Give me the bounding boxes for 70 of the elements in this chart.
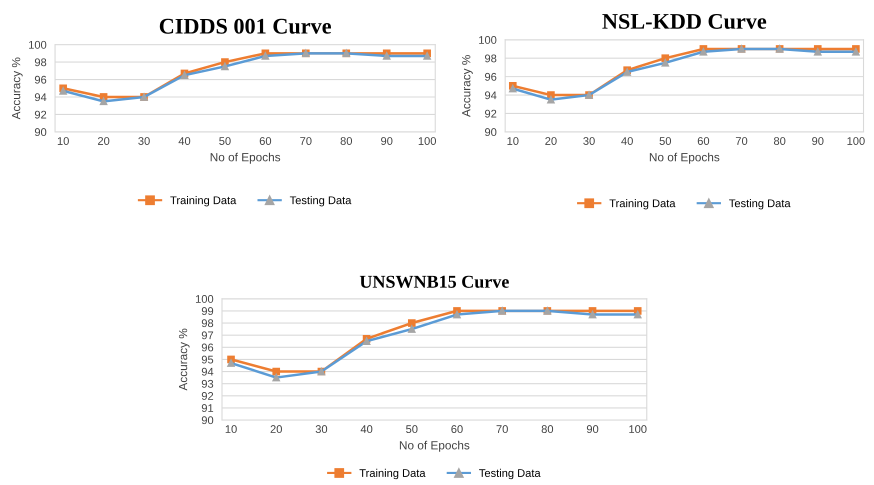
- point: [272, 368, 280, 376]
- y-axis-title: Accuracy %: [462, 55, 473, 117]
- x-tick-label: 70: [736, 137, 748, 145]
- x-tick-label: 70: [300, 137, 312, 145]
- y-tick-label: 94: [34, 93, 46, 102]
- x-tick-label: 60: [260, 137, 272, 145]
- y-tick-label: 94: [202, 368, 214, 376]
- chart-title: NSL-KDD Curve: [602, 14, 766, 29]
- x-tick-label: 80: [340, 137, 352, 145]
- x-tick-label: 20: [545, 137, 557, 145]
- x-tick-label: 60: [451, 425, 463, 434]
- legend-label: Testing Data: [729, 199, 791, 210]
- x-tick-label: 100: [847, 137, 865, 145]
- y-tick-label: 96: [485, 72, 496, 81]
- x-tick-label: 50: [406, 425, 418, 434]
- y-tick-label: 98: [202, 319, 214, 328]
- x-axis-title: No of Epochs: [210, 152, 280, 164]
- x-tick-label: 50: [660, 137, 672, 145]
- y-tick-label: 98: [34, 58, 46, 66]
- x-tick-label: 60: [698, 137, 710, 145]
- x-tick-label: 10: [507, 137, 519, 145]
- chart-title: UNSWNB15 Curve: [360, 276, 509, 288]
- legend-label: Testing Data: [290, 196, 352, 206]
- x-tick-label: 10: [226, 425, 237, 434]
- x-tick-label: 80: [774, 137, 786, 145]
- y-tick-label: 95: [202, 356, 214, 364]
- x-tick-label: 40: [360, 425, 372, 434]
- y-tick-label: 93: [202, 380, 214, 388]
- x-tick-label: 30: [583, 137, 595, 145]
- legend-label: Testing Data: [479, 468, 541, 480]
- y-tick-label: 100: [29, 40, 46, 49]
- x-axis-title: No of Epochs: [400, 440, 470, 452]
- y-tick-label: 98: [485, 54, 496, 62]
- legend-label: Training Data: [170, 196, 236, 206]
- y-tick-label: 92: [34, 110, 46, 119]
- y-tick-label: 90: [34, 128, 46, 136]
- y-tick-label: 90: [202, 416, 214, 424]
- x-tick-label: 100: [629, 425, 647, 434]
- x-tick-label: 30: [316, 425, 328, 434]
- y-tick-label: 94: [485, 91, 497, 100]
- legend-label: Training Data: [360, 468, 426, 480]
- y-tick-label: 100: [196, 295, 214, 303]
- legend-label: Training Data: [609, 199, 676, 210]
- x-tick-label: 90: [586, 425, 598, 434]
- x-tick-label: 20: [98, 137, 110, 145]
- y-tick-label: 91: [202, 404, 214, 412]
- y-tick-label: 99: [202, 307, 214, 316]
- y-tick-label: 92: [202, 392, 214, 400]
- y-tick-label: 96: [34, 76, 46, 84]
- point: [408, 319, 416, 327]
- x-tick-label: 40: [178, 137, 190, 145]
- y-axis-title: Accuracy %: [12, 58, 23, 120]
- x-tick-label: 70: [496, 425, 508, 434]
- y-tick-label: 92: [485, 110, 496, 118]
- y-tick-label: 96: [202, 344, 214, 352]
- x-axis-title: No of Epochs: [650, 152, 720, 164]
- x-tick-label: 20: [270, 425, 282, 434]
- y-tick-label: 100: [479, 36, 496, 44]
- x-tick-label: 10: [58, 137, 69, 145]
- y-tick-label: 97: [202, 331, 214, 340]
- x-tick-label: 50: [219, 137, 231, 145]
- y-tick-label: 90: [485, 128, 496, 136]
- x-tick-label: 90: [381, 137, 392, 145]
- x-tick-label: 100: [418, 137, 436, 145]
- x-tick-label: 80: [542, 425, 554, 434]
- y-axis-title: Accuracy %: [178, 328, 190, 391]
- x-tick-label: 40: [621, 137, 633, 145]
- x-tick-label: 90: [812, 137, 824, 145]
- chart-title: CIDDS 001 Curve: [160, 18, 331, 34]
- x-tick-label: 30: [138, 137, 150, 145]
